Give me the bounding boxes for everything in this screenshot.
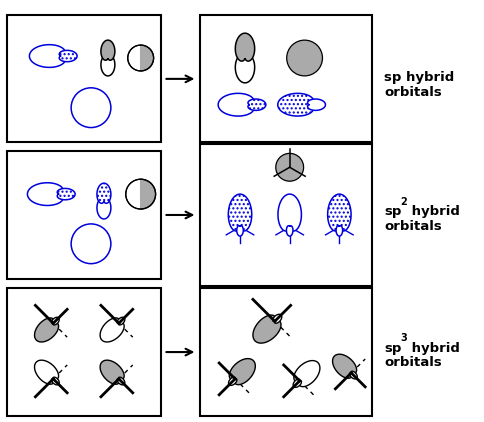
Polygon shape [100,318,124,342]
Text: 3: 3 [399,333,406,343]
Text: hybrid: hybrid [406,341,459,354]
Polygon shape [101,56,115,76]
Polygon shape [140,179,155,209]
Bar [7,289,160,416]
Polygon shape [332,354,356,378]
Circle shape [275,153,303,181]
Polygon shape [218,93,254,116]
Text: sp hybrid: sp hybrid [383,71,454,84]
Polygon shape [59,50,77,62]
Text: orbitals: orbitals [383,357,441,370]
Polygon shape [57,189,75,200]
Polygon shape [228,194,251,231]
Polygon shape [117,377,124,385]
Polygon shape [229,359,255,385]
Polygon shape [28,183,63,206]
Polygon shape [140,45,153,71]
Polygon shape [100,360,124,384]
Polygon shape [277,93,313,116]
Polygon shape [335,226,342,236]
Bar [200,144,371,286]
Polygon shape [51,317,59,325]
Polygon shape [327,194,350,231]
Bar [7,151,160,279]
Text: 2: 2 [399,197,406,207]
Polygon shape [307,99,325,111]
Text: orbitals: orbitals [383,86,441,99]
Polygon shape [34,360,59,384]
Polygon shape [292,379,301,387]
Polygon shape [235,33,254,61]
Polygon shape [253,315,280,343]
Bar [200,289,371,416]
Polygon shape [117,317,124,325]
Polygon shape [34,318,59,342]
Polygon shape [236,226,243,236]
Bar [200,15,371,143]
Polygon shape [51,377,59,385]
Polygon shape [97,183,111,203]
Polygon shape [235,55,254,83]
Polygon shape [30,45,65,68]
Polygon shape [97,199,111,219]
Text: hybrid: hybrid [406,206,459,219]
Polygon shape [277,194,301,231]
Polygon shape [272,314,281,323]
Bar [7,15,160,143]
Polygon shape [247,99,265,111]
Polygon shape [101,40,115,60]
Text: sp: sp [383,206,401,219]
Text: orbitals: orbitals [383,220,441,233]
Circle shape [286,40,322,76]
Polygon shape [286,226,292,236]
Polygon shape [349,371,357,379]
Polygon shape [228,377,236,385]
Text: sp: sp [383,341,401,354]
Polygon shape [293,360,319,387]
